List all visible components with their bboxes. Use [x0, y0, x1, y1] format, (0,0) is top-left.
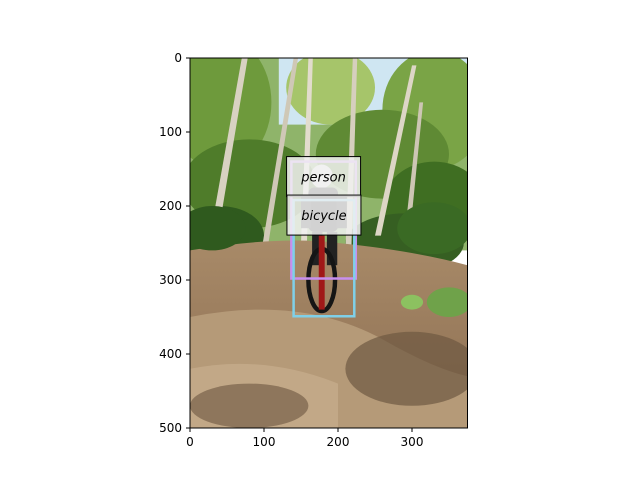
y-tick-label: 500: [159, 421, 182, 435]
x-axis: 0 100 200 300: [186, 428, 423, 449]
bicycle-label-text: bicycle: [301, 209, 346, 224]
y-tick-label: 400: [159, 347, 182, 361]
y-tick-label: 100: [159, 125, 182, 139]
y-tick-label: 0: [174, 51, 182, 65]
x-tick-label: 300: [401, 435, 424, 449]
y-tick-label: 200: [159, 199, 182, 213]
y-tick-label: 300: [159, 273, 182, 287]
x-tick-label: 200: [327, 435, 350, 449]
photo: [190, 58, 468, 428]
bicycle-label-box: [286, 194, 362, 236]
y-axis: 0 100 200 300 400 500: [159, 51, 190, 435]
axes-frame: [189, 57, 468, 429]
x-tick-label: 0: [186, 435, 194, 449]
x-tick-label: 100: [253, 435, 276, 449]
detection-overlay: person bicycle: [286, 156, 362, 318]
person-label-text: person: [300, 171, 346, 186]
person-label-box: [286, 156, 362, 198]
